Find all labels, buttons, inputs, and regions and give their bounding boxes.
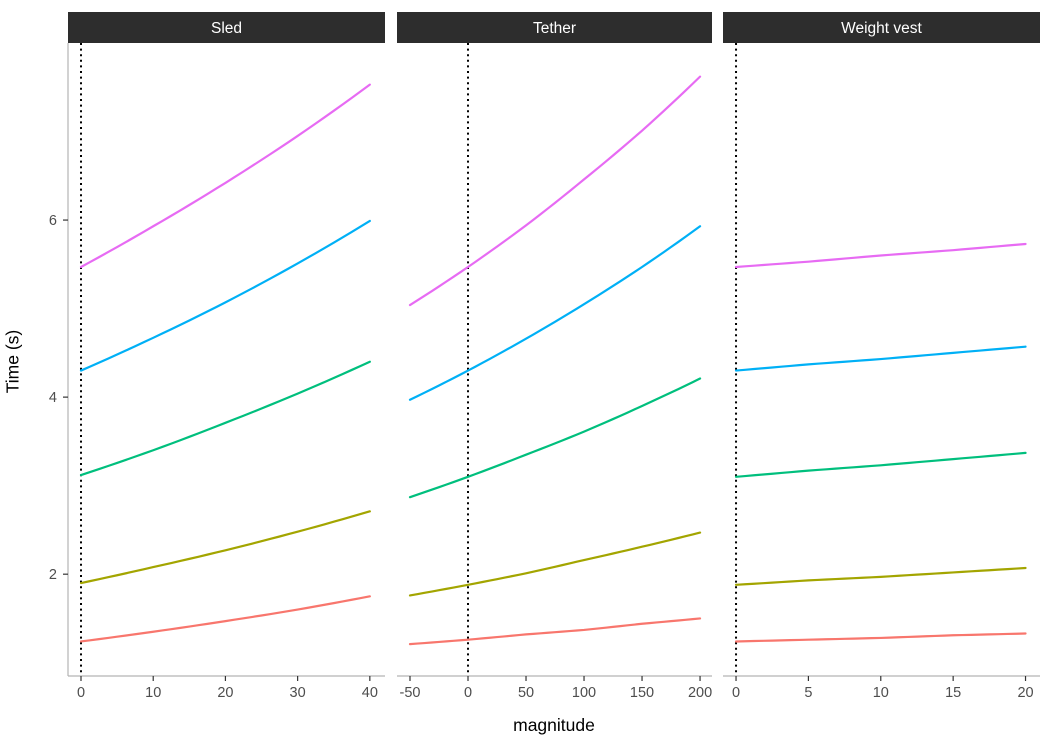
facet-strip: [723, 12, 1040, 43]
series-line-green: [79, 360, 371, 477]
facet-strip-label: Weight vest: [841, 20, 922, 37]
x-tick-label: 10: [145, 685, 161, 701]
series-line-green: [408, 377, 702, 499]
y-axis-title: Time (s): [2, 329, 23, 394]
x-tick-label: 20: [217, 685, 233, 701]
x-tick-label: 20: [1017, 685, 1033, 701]
facet-strip: [68, 12, 385, 43]
facet-strip: [397, 12, 712, 43]
x-tick-label: 0: [732, 685, 740, 701]
y-tick-label: 2: [49, 567, 57, 583]
y-tick-label: 4: [49, 390, 57, 406]
series-line-olive: [408, 531, 702, 597]
facet-strip-label: Sled: [211, 20, 242, 37]
x-tick-label: 10: [873, 685, 889, 701]
series-line-magenta: [79, 83, 371, 269]
facet-panel-weight-vest: Weight vest 0 5 10 15 20: [723, 12, 1040, 701]
series-line-blue: [734, 345, 1027, 372]
series-line-red: [408, 617, 702, 646]
series-line-green: [734, 451, 1027, 478]
x-tick-label: 50: [518, 685, 534, 701]
series-line-blue: [408, 225, 702, 401]
x-tick-label: -50: [400, 685, 421, 701]
x-tick-label: 200: [688, 685, 712, 701]
x-tick-label: 100: [572, 685, 596, 701]
x-tick-label: 150: [630, 685, 654, 701]
series-line-magenta: [408, 75, 702, 307]
series-line-magenta: [734, 242, 1027, 269]
x-tick-label: 0: [77, 685, 85, 701]
x-tick-label: 15: [945, 685, 961, 701]
series-line-red: [734, 632, 1027, 643]
series-line-olive: [79, 510, 371, 585]
x-tick-label: 0: [464, 685, 472, 701]
x-tick-label: 40: [362, 685, 378, 701]
series-line-blue: [79, 219, 371, 372]
facet-panel-tether: Tether -50 0 50 100 150 200: [397, 12, 712, 701]
facet-panel-sled: Sled 0 10 20 30 40: [68, 12, 385, 701]
series-line-olive: [734, 566, 1027, 586]
x-tick-label: 30: [290, 685, 306, 701]
series-line-red: [79, 595, 371, 643]
x-axis-title: magnitude: [513, 715, 595, 735]
x-tick-label: 5: [804, 685, 812, 701]
facet-strip-label: Tether: [533, 20, 576, 37]
y-tick-label: 6: [49, 213, 57, 229]
